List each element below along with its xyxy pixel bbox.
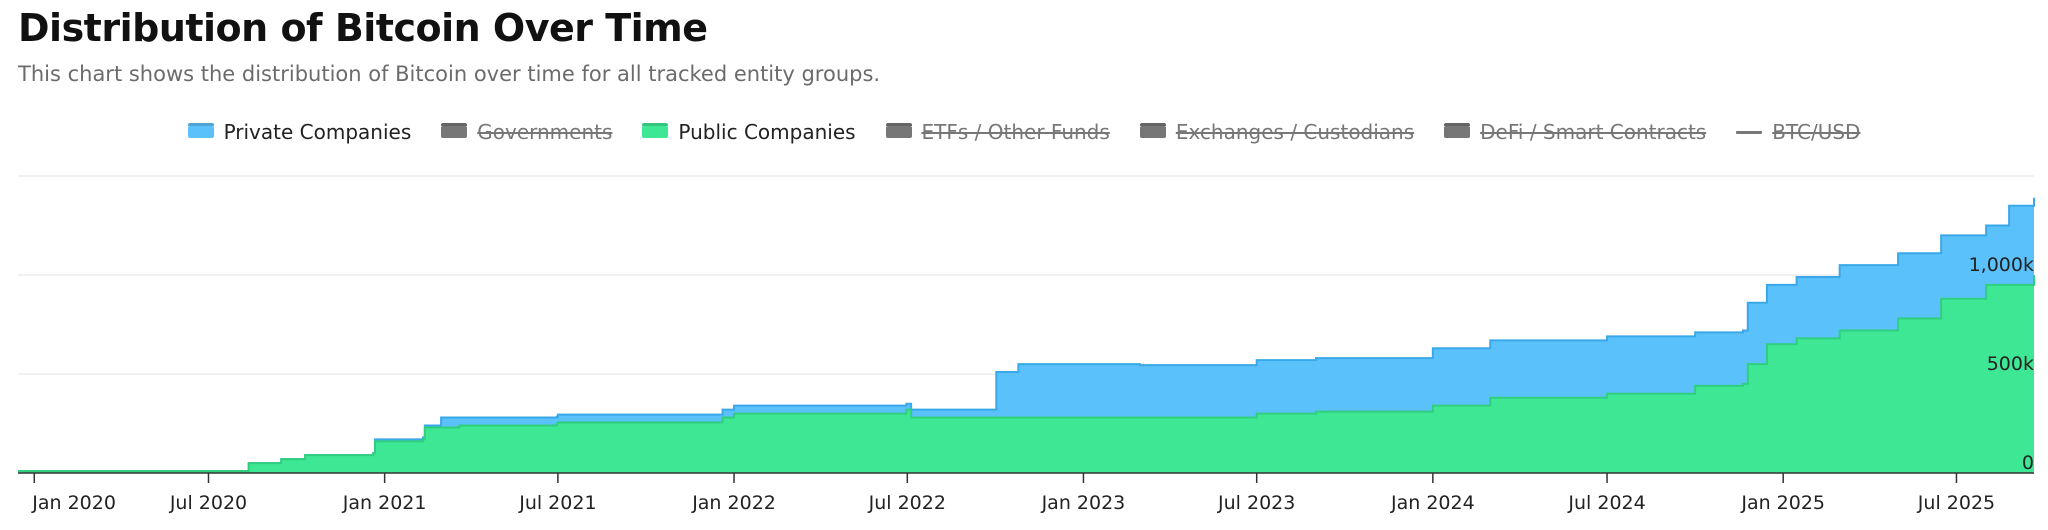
chart-subtitle: This chart shows the distribution of Bit… — [18, 62, 881, 86]
area-swatch-icon — [885, 126, 912, 138]
x-tick-label: Jan 2023 — [1041, 492, 1126, 514]
area-swatch-icon — [1139, 126, 1166, 138]
x-tick-label: Jul 2020 — [169, 492, 247, 514]
legend-label: ETFs / Other Funds — [921, 120, 1110, 144]
area-swatch-icon — [642, 126, 669, 138]
area-outline-public-companies — [18, 275, 2035, 473]
legend-label: DeFi / Smart Contracts — [1480, 120, 1707, 144]
x-tick-label: Jan 2020 — [31, 492, 116, 514]
x-tick-label: Jan 2024 — [1390, 492, 1475, 514]
x-tick-label: Jan 2025 — [1740, 492, 1825, 514]
area-layer — [18, 197, 2035, 473]
legend-label: Public Companies — [678, 120, 856, 144]
x-tick-label: Jul 2021 — [518, 492, 596, 514]
legend-item-exchanges-custodians[interactable]: Exchanges / Custodians — [1139, 120, 1415, 144]
y-tick-label: 500k — [1987, 353, 2034, 375]
x-axis: Jan 2020 Jul 2020 Jan 2021 Jul 2021 Jan 2022… — [18, 472, 2034, 514]
area-outline-private-companies — [18, 197, 2035, 473]
legend-label: Exchanges / Custodians — [1175, 120, 1415, 144]
legend-item-defi-smart-contracts[interactable]: DeFi / Smart Contracts — [1444, 120, 1706, 144]
area-public-companies — [18, 275, 2034, 473]
legend-item-public-companies[interactable]: Public Companies — [642, 120, 856, 144]
legend-label: BTC/USD — [1772, 120, 1861, 144]
x-tick-label: Jul 2024 — [1567, 492, 1645, 514]
line-swatch-icon — [1736, 130, 1763, 134]
x-tick-label: Jan 2021 — [342, 492, 427, 514]
x-tick-label: Jul 2022 — [868, 492, 946, 514]
x-tick-label: Jan 2022 — [691, 492, 776, 514]
legend-label: Governments — [477, 120, 613, 144]
page-title: Distribution of Bitcoin Over Time — [18, 6, 708, 50]
legend-item-private-companies[interactable]: Private Companies — [187, 120, 412, 144]
legend-item-governments[interactable]: Governments — [441, 120, 612, 144]
legend-item-etfs-other-funds[interactable]: ETFs / Other Funds — [885, 120, 1110, 144]
x-tick-label: Jul 2023 — [1217, 492, 1295, 514]
y-axis-labels: 0 500k 1,000k — [1969, 254, 2034, 474]
y-tick-label: 0 — [2022, 452, 2034, 474]
y-tick-label: 1,000k — [1969, 254, 2034, 276]
area-swatch-icon — [1444, 126, 1471, 138]
legend-label: Private Companies — [223, 120, 412, 144]
chart-legend: Private Companies Governments Public Com… — [0, 120, 2048, 144]
area-swatch-icon — [441, 126, 468, 138]
x-tick-label: Jul 2025 — [1917, 492, 1995, 514]
area-swatch-icon — [187, 126, 214, 138]
legend-item-btc-usd[interactable]: BTC/USD — [1736, 120, 1860, 144]
